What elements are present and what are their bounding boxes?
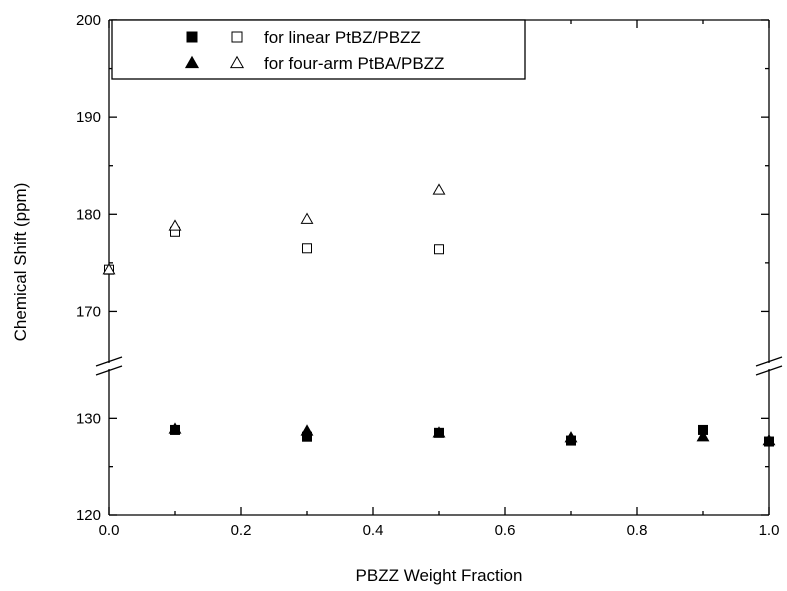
open-triangle-point — [102, 263, 116, 275]
x-tick-label: 0.0 — [99, 522, 120, 539]
legend-label: for four-arm PtBA/PBZZ — [264, 54, 444, 73]
filled-triangle-point — [300, 424, 314, 436]
x-tick-label: 0.8 — [627, 522, 648, 539]
y-tick-label: 130 — [76, 410, 101, 427]
filled-triangle-point — [564, 431, 578, 443]
x-tick-label: 0.6 — [495, 522, 516, 539]
right-axis-break-mark — [755, 365, 783, 376]
legend-filled-triangle-icon — [184, 55, 200, 69]
right-axis-break-mark — [755, 356, 783, 367]
left-axis-break-mark — [95, 356, 123, 367]
y-axis-title: Chemical Shift (ppm) — [11, 183, 30, 342]
y-tick-label: 200 — [76, 12, 101, 29]
open-triangle-point — [300, 212, 314, 224]
filled-triangle-point — [432, 426, 446, 438]
legend-filled-square-icon — [186, 31, 198, 43]
legend-box — [111, 19, 526, 80]
y-tick-label: 120 — [76, 507, 101, 524]
axis-ticks: 0.0 0.2 0.4 0.6 0.8 1.0 170 180 190 200 120 130 — [76, 12, 779, 539]
open-triangle-point — [168, 219, 182, 231]
filled-triangle-point — [762, 433, 776, 446]
x-tick-label: 0.2 — [231, 522, 252, 539]
y-tick-label: 170 — [76, 303, 101, 320]
y-tick-label: 190 — [76, 109, 101, 126]
legend: for linear PtBZ/PBZZ for four-arm PtBA/PB… — [111, 19, 526, 80]
left-axis-break-mark — [95, 365, 123, 376]
open-triangle-point — [432, 183, 446, 195]
filled-triangle-point — [168, 422, 182, 434]
legend-open-square-icon — [231, 31, 243, 43]
open-square-point — [434, 244, 444, 255]
legend-label: for linear PtBZ/PBZZ — [264, 28, 421, 47]
y-tick-label: 180 — [76, 206, 101, 223]
open-square-point — [302, 243, 312, 254]
plot-frame — [95, 19, 783, 516]
x-tick-label: 0.4 — [363, 522, 384, 539]
data-markers — [102, 183, 776, 447]
legend-open-triangle-icon — [229, 55, 245, 69]
filled-triangle-point — [696, 430, 710, 442]
x-axis-title: PBZZ Weight Fraction — [356, 566, 523, 585]
x-tick-label: 1.0 — [759, 522, 780, 539]
